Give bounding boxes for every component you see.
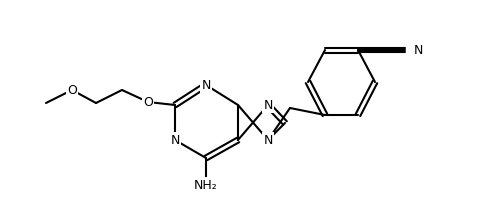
Text: NH₂: NH₂ — [194, 178, 218, 191]
Text: N: N — [202, 79, 210, 92]
Text: O: O — [67, 84, 77, 97]
Text: N: N — [264, 99, 272, 112]
Text: N: N — [170, 134, 179, 147]
Text: N: N — [264, 134, 272, 147]
Text: O: O — [143, 95, 153, 108]
Text: N: N — [414, 44, 422, 57]
